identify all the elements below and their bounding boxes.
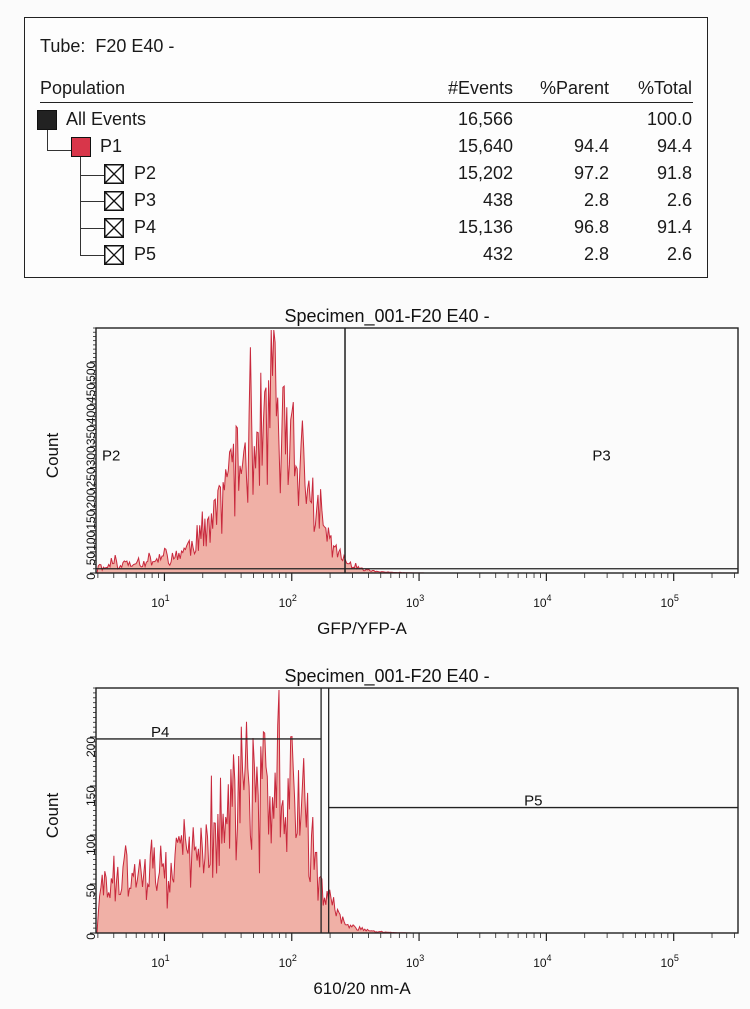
y-tick-label: 200 [84,737,98,757]
x-tick-label: 104 [533,953,551,970]
crossed-box-icon [104,191,124,211]
y-tick-label: 400 [84,404,98,424]
x-tick-label: 101 [151,953,169,970]
population-name: P4 [134,217,157,237]
population-name: P3 [134,190,157,210]
parent-value: 2.8 [583,244,609,264]
parent-value: 94.4 [573,136,609,156]
x-tick-label: 105 [661,953,679,970]
y-axis-label: Count [43,793,62,839]
table-row[interactable]: All Events 16,566 100.0 [25,109,707,135]
histogram-610-20-svg: Specimen_001-F20 E40 - P4 P5 0 50 100 150 200 10… [43,666,739,998]
y-tick-label: 500 [84,361,98,381]
x-axis-label: GFP/YFP-A [317,619,407,638]
histogram-610-20: Specimen_001-F20 E40 - P4 P5 0 50 100 150 200 10… [0,660,750,1005]
crossed-box-icon [104,245,124,265]
total-value: 91.4 [656,217,692,237]
gate-label-p5: P5 [524,793,542,810]
population-name: P1 [100,136,123,156]
y-tick-label: 150 [84,509,98,529]
histogram-gfp-yfp-svg: Specimen_001-F20 E40 - P2 P3 0 50 10015020025… [43,306,739,638]
chart-title: Specimen_001-F20 E40 - [284,666,489,687]
header-total: %Total [637,78,692,98]
y-tick-label: 50 [84,884,98,898]
x-axis-label: 610/20 nm-A [313,979,411,998]
events-value: 15,640 [457,136,513,156]
tree-connector [80,156,105,256]
header-events: #Events [447,78,513,98]
histogram-area [96,329,738,574]
y-tick-label: 450 [84,383,98,403]
x-tick-label: 101 [151,593,169,610]
events-value: 15,136 [457,217,513,237]
total-value: 100.0 [646,109,692,129]
y-axis-label: Count [43,433,62,479]
population-name: All Events [66,109,147,129]
tree-connector [47,130,72,151]
tube-value: F20 E40 - [95,36,175,56]
red-square-icon [71,137,91,157]
total-value: 91.8 [656,163,692,183]
x-tick-label: 103 [406,593,424,610]
population-name: P2 [134,163,157,183]
x-tick-label: 102 [279,953,297,970]
gate-label-p2: P2 [102,448,120,465]
total-value: 2.6 [666,244,692,264]
y-tick-label: 100 [84,530,98,550]
y-tick-label: 300 [84,446,98,466]
y-tick-label: 200 [84,488,98,508]
x-tick-label: 102 [279,593,297,610]
y-tick-label: 150 [84,786,98,806]
x-tick-label: 105 [661,593,679,610]
tree-connector [80,228,104,229]
population-name: P5 [134,244,157,264]
parent-value: 97.2 [573,163,609,183]
tube-label: Tube: [40,36,86,56]
gate-label-p3: P3 [592,448,610,465]
events-value: 16,566 [457,109,513,129]
total-value: 2.6 [666,190,692,210]
y-tick-label: 0 [84,933,98,940]
x-tick-label: 103 [406,953,424,970]
population-stats-table: Tube: F20 E40 - Population #Events %Paren… [24,17,708,278]
table-row[interactable]: P1 15,640 94.4 94.4 [25,136,707,162]
table-row[interactable]: P5 432 2.8 2.6 [25,244,707,270]
table-row[interactable]: P2 15,202 97.2 91.8 [25,163,707,189]
table-row[interactable]: P3 438 2.8 2.6 [25,190,707,216]
chart-title: Specimen_001-F20 E40 - [284,306,489,327]
black-square-icon [37,110,57,130]
tree-connector [80,201,104,202]
header-divider [40,102,693,103]
y-tick-label: 100 [84,835,98,855]
y-tick-label: 350 [84,425,98,445]
table-row[interactable]: P4 15,136 96.8 91.4 [25,217,707,243]
y-tick-label: 50 [84,552,98,566]
histogram-gfp-yfp: Specimen_001-F20 E40 - P2 P3 0 50 100 150 200 25… [0,300,750,645]
gate-label-p4: P4 [151,724,169,741]
tube-line: Tube: F20 E40 - [40,36,174,57]
crossed-box-icon [104,218,124,238]
total-value: 94.4 [656,136,692,156]
x-tick-label: 104 [533,593,551,610]
tree-connector [80,255,104,256]
tree-connector [80,175,104,176]
parent-value: 96.8 [573,217,609,237]
plot-frame [95,327,739,574]
events-value: 438 [482,190,513,210]
events-value: 432 [482,244,513,264]
parent-value: 2.8 [583,190,609,210]
crossed-box-icon [104,164,124,184]
y-tick-label: 250 [84,467,98,487]
histogram-area [96,689,738,934]
y-tick-label: 0 [84,573,98,580]
events-value: 15,202 [457,163,513,183]
header-parent: %Parent [539,78,609,98]
header-population: Population [40,78,126,98]
